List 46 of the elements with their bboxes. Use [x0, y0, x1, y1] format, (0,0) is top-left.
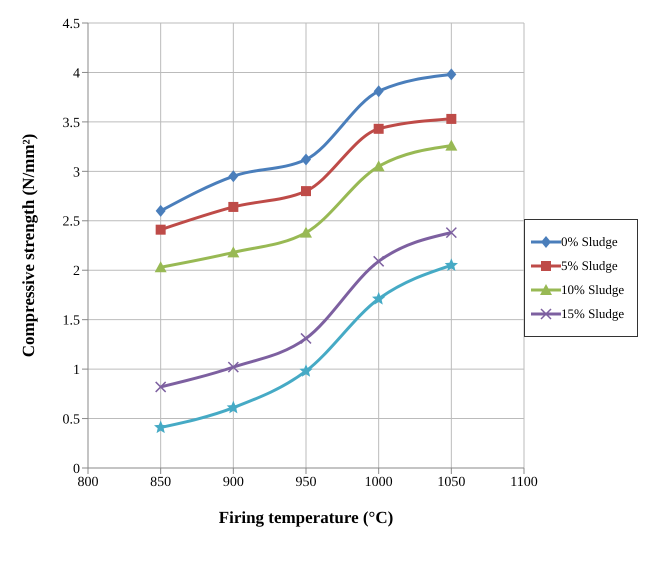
point — [445, 140, 458, 151]
point — [228, 361, 240, 373]
point — [299, 364, 313, 377]
x-axis-title: Firing temperature (°C) — [218, 508, 394, 527]
point — [300, 332, 312, 344]
point — [154, 261, 167, 272]
y-tick-label: 4.5 — [62, 16, 80, 32]
point — [444, 258, 458, 271]
point — [156, 204, 166, 217]
point — [227, 246, 240, 258]
x-tick-label: 800 — [78, 474, 98, 490]
y-tick-label: 3 — [73, 165, 80, 180]
point — [374, 85, 384, 98]
point — [228, 202, 238, 212]
y-tick-label: 3.5 — [62, 116, 80, 131]
y-tick-label: 0.5 — [62, 412, 80, 428]
y-tick-label: 0 — [73, 462, 80, 477]
y-tick-label: 1 — [73, 363, 80, 378]
point — [374, 124, 384, 134]
y-tick-label: 4 — [73, 66, 80, 82]
y-axis-title: Compressive strength (N/mm²) — [19, 134, 38, 358]
point — [300, 226, 312, 238]
legend-label: 5% Sludge — [561, 258, 618, 274]
x-tick-label: 1100 — [510, 474, 538, 490]
y-tick-label: 1.5 — [62, 314, 80, 329]
point — [372, 292, 386, 305]
x-tick-label: 1050 — [437, 474, 466, 490]
point — [301, 186, 311, 196]
legend-label: 0% Sludge — [561, 234, 618, 250]
x-tick-label: 1000 — [364, 474, 393, 490]
point — [446, 226, 458, 238]
point — [228, 170, 238, 182]
x-tick-label: 900 — [222, 474, 244, 490]
point — [446, 68, 456, 80]
legend-label: 10% Sludge — [561, 282, 624, 298]
point — [372, 160, 385, 172]
point — [301, 153, 311, 166]
y-tick-label: 2.5 — [62, 214, 80, 230]
point — [156, 224, 166, 235]
legend-label: 15% Sludge — [561, 306, 624, 322]
point — [446, 114, 456, 124]
point — [372, 256, 384, 268]
x-tick-label: 950 — [296, 474, 316, 490]
x-tick-label: 850 — [150, 474, 172, 490]
y-tick-label: 2 — [73, 264, 80, 280]
point — [154, 381, 166, 393]
